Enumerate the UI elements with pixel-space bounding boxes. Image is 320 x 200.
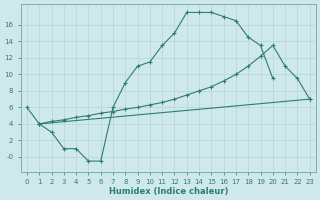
X-axis label: Humidex (Indice chaleur): Humidex (Indice chaleur) (108, 187, 228, 196)
